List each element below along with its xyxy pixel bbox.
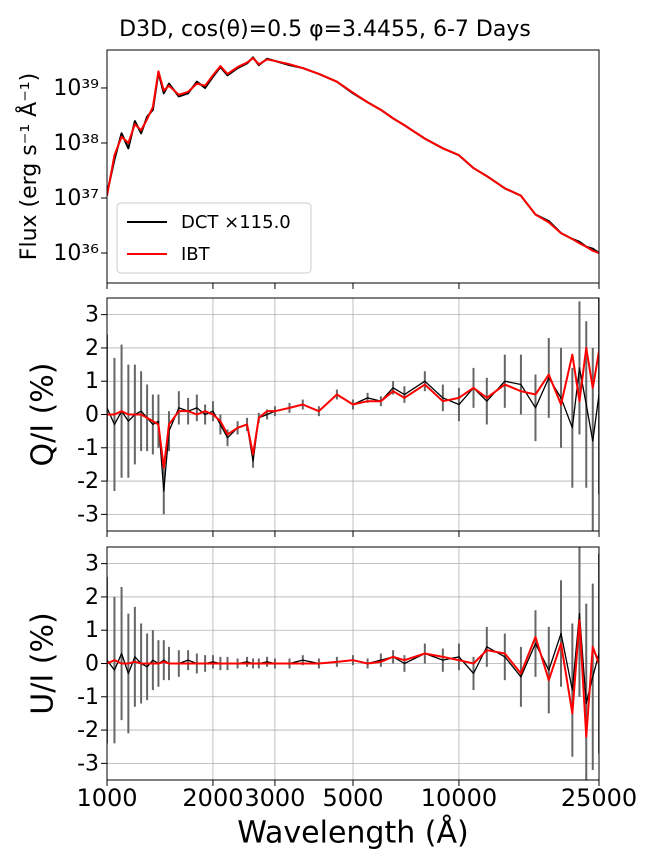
plot-area	[107, 56, 599, 254]
y-tick-label: -2	[77, 469, 99, 494]
plot-frame	[106, 546, 600, 781]
y-axis-label: Flux (erg s⁻¹ Å⁻¹)	[15, 73, 42, 260]
y-tick-label: -2	[77, 718, 99, 743]
legend-box	[116, 202, 312, 274]
x-tick-label: 1000	[76, 784, 137, 812]
series-line	[107, 619, 599, 738]
legend-label: IBT	[181, 244, 211, 265]
y-tick-label: -3	[77, 502, 99, 527]
plot-frame	[106, 297, 600, 532]
y-tick-label: 1	[85, 369, 99, 394]
y-tick-label: -1	[77, 436, 99, 461]
x-axis-label: Wavelength (Å)	[237, 815, 468, 851]
y-tick-label: 3	[85, 552, 99, 577]
y-tick-label: 10³⁹	[53, 76, 99, 101]
series-line	[107, 57, 599, 254]
y-tick-label: 10³⁸	[53, 131, 99, 156]
x-tick-label: 2000	[182, 784, 243, 812]
x-tick-label: 25000	[561, 784, 637, 812]
chart-title: D3D, cos(θ)=0.5 φ=3.4455, 6-7 Days	[119, 17, 531, 42]
legend-label: DCT ×115.0	[181, 212, 291, 233]
y-tick-label: 10³⁷	[53, 186, 99, 211]
y-tick-label: 2	[85, 585, 99, 610]
y-tick-label: 3	[85, 303, 99, 328]
x-tick-label: 5000	[322, 784, 383, 812]
x-tick-label: 3000	[244, 784, 305, 812]
y-tick-label: 10³⁶	[53, 241, 99, 266]
y-tick-label: 2	[85, 336, 99, 361]
y-tick-label: 0	[85, 403, 99, 428]
y-axis-label: U/I (%)	[26, 612, 61, 714]
y-tick-label: 1	[85, 618, 99, 643]
x-tick-label: 10000	[421, 784, 497, 812]
y-tick-label: 0	[85, 652, 99, 677]
plot-area	[107, 298, 599, 531]
plot-frame	[106, 49, 600, 284]
y-axis-label: Q/I (%)	[26, 362, 61, 466]
plot-area	[107, 547, 599, 780]
y-tick-label: -1	[77, 685, 99, 710]
y-tick-label: -3	[77, 751, 99, 776]
series-line	[107, 346, 599, 469]
